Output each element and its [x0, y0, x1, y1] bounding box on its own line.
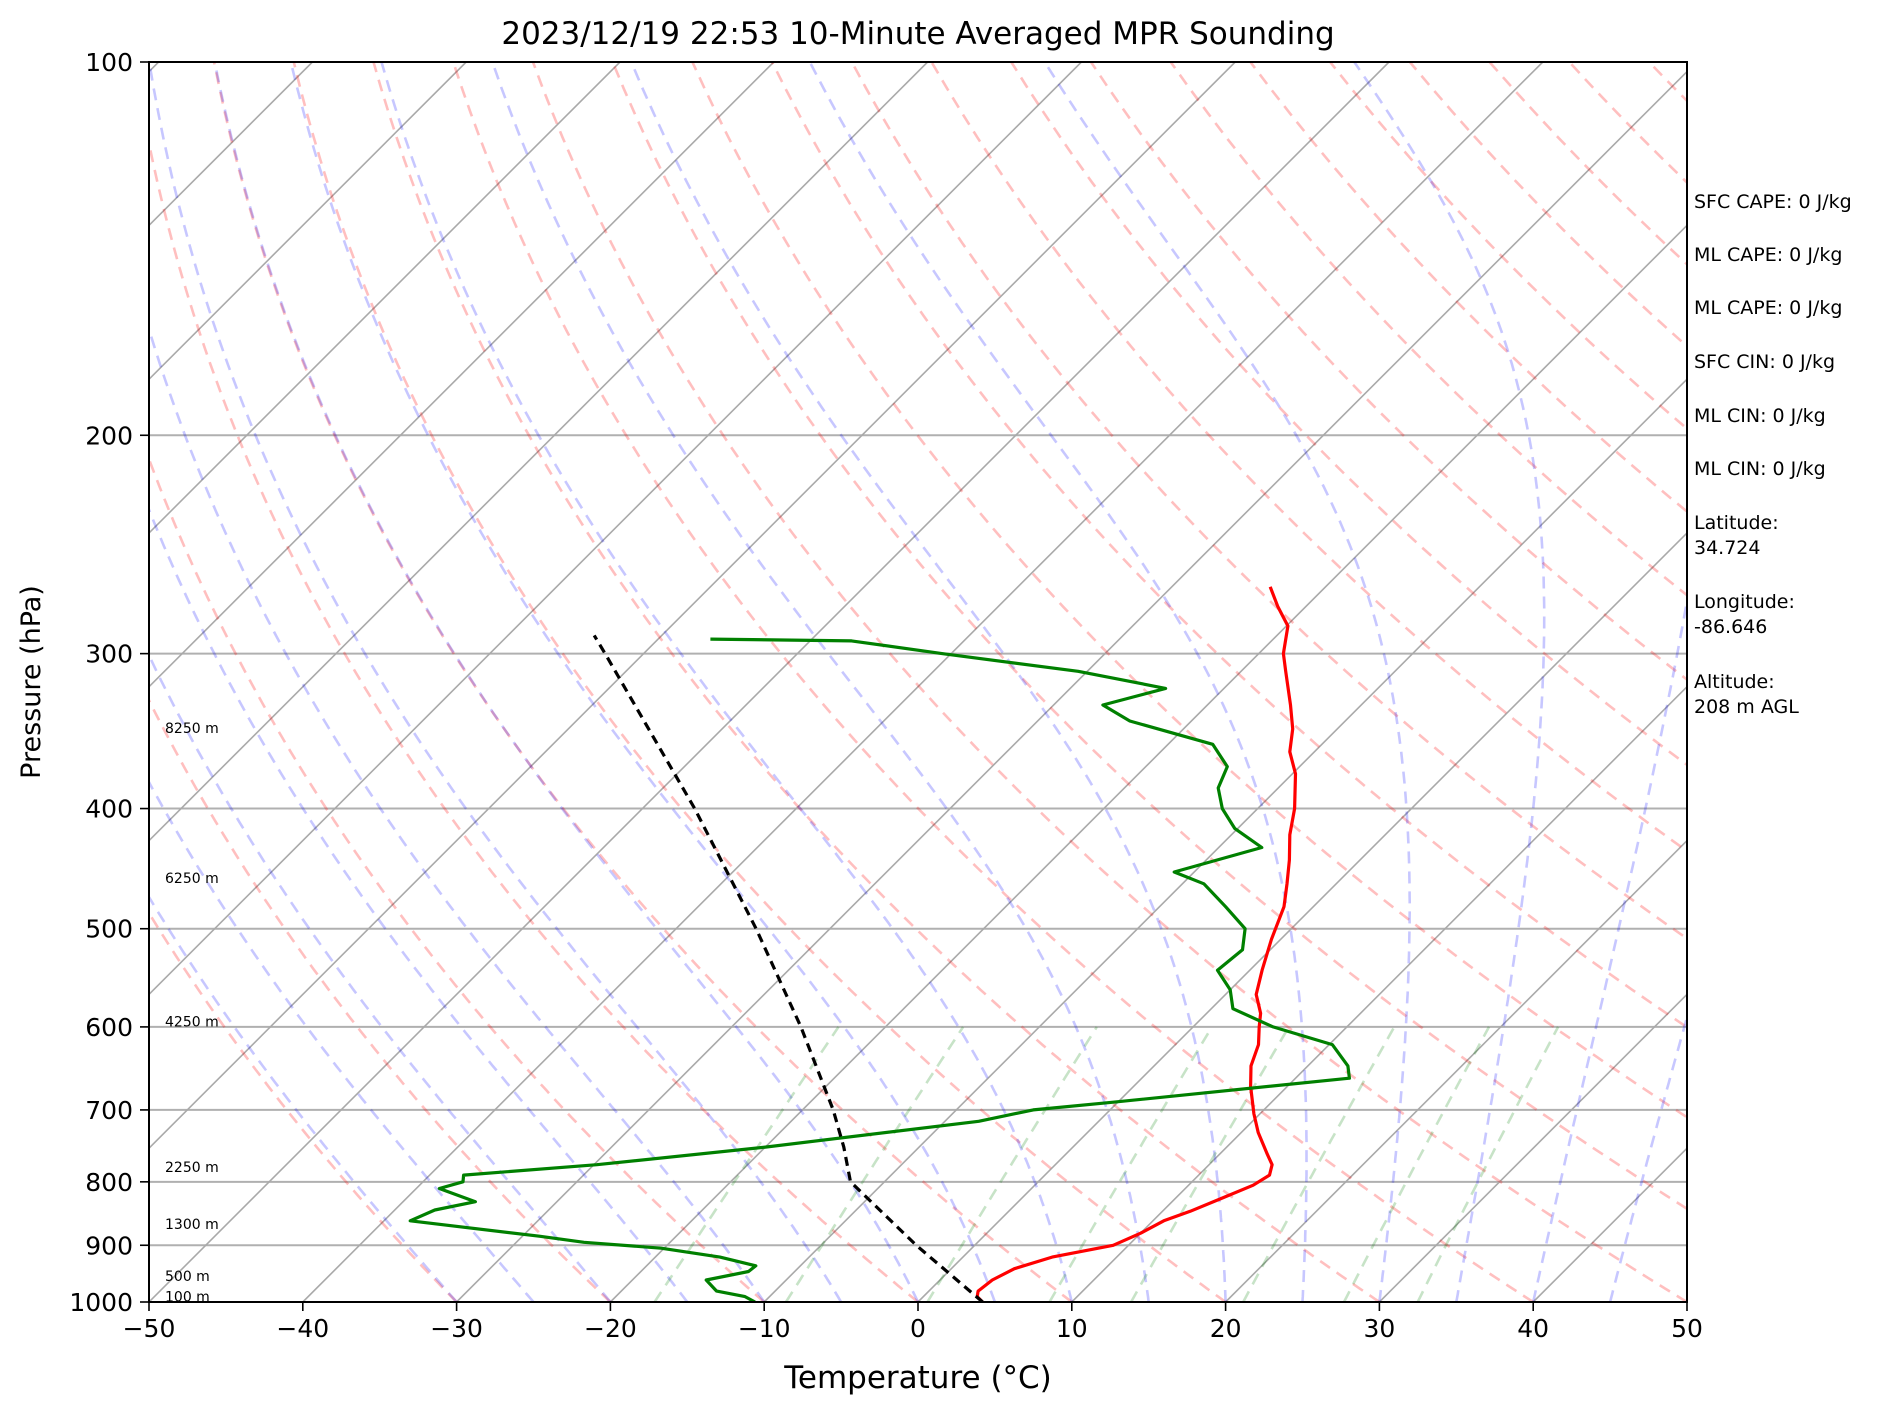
mixing-ratio-line	[784, 1026, 965, 1302]
mixing-ratio-line	[1129, 1026, 1290, 1302]
isotherm-line	[149, 62, 929, 842]
moist-adiabat-line	[149, 324, 766, 1302]
mixing-ratio-line	[1242, 1026, 1396, 1302]
height-label: 2250 m	[165, 1160, 219, 1176]
ml-cape-text: ML CAPE: 0 J/kg	[1694, 244, 1843, 266]
dry-adiabat-line	[1089, 62, 1687, 682]
mixing-ratio-line	[926, 1026, 1098, 1302]
dry-adiabat-line	[691, 62, 1687, 1119]
moist-adiabat-line	[149, 894, 458, 1302]
isotherm-line	[1225, 839, 1687, 1302]
isotherm-line	[1378, 993, 1687, 1302]
moist-adiabat-line	[491, 62, 1150, 1302]
moist-adiabat-line	[1043, 62, 1411, 1302]
isotherm-line	[149, 62, 775, 688]
moist-adiabat-line	[1353, 62, 1546, 1302]
x-axis-label: Temperature (°C)	[783, 1360, 1052, 1396]
mixing-ratio-line	[653, 1026, 840, 1302]
moist-adiabat-line	[1608, 1012, 1687, 1302]
altitude-text: Altitude: 208 m AGL	[1694, 671, 1799, 718]
isotherm-line	[149, 62, 467, 381]
ml-cin-text-2: ML CIN: 0 J/kg	[1694, 458, 1826, 480]
dry-adiabat-line	[451, 62, 1534, 1302]
latitude-text: Latitude: 34.724	[1694, 512, 1779, 559]
moist-adiabat-line	[149, 62, 843, 1302]
y-tick-label: 600	[85, 1013, 133, 1042]
moist-adiabat-line	[380, 62, 1074, 1302]
moist-adiabat-line	[1531, 593, 1687, 1302]
x-tick-label: 40	[1517, 1314, 1549, 1343]
temperature-profile-line	[975, 586, 1298, 1302]
isotherm-line	[302, 62, 1544, 1302]
y-tick-label: 500	[85, 915, 133, 944]
y-tick-label: 700	[85, 1096, 133, 1125]
height-label: 8250 m	[165, 721, 219, 737]
height-label: 4250 m	[165, 1014, 219, 1030]
chart-title: 2023/12/19 22:53 10-Minute Averaged MPR …	[501, 16, 1334, 52]
x-tick-label: −10	[738, 1314, 791, 1343]
y-tick-label: 300	[85, 640, 133, 669]
sfc-cape-text: SFC CAPE: 0 J/kg	[1694, 191, 1852, 213]
x-tick-label: 0	[910, 1314, 926, 1343]
mixing-ratio-line	[1342, 1026, 1491, 1302]
dry-adiabat-line	[149, 455, 766, 1302]
dry-adiabat-line	[292, 62, 1227, 1302]
moist-adiabat-line	[808, 62, 1308, 1302]
y-tick-label: 1000	[69, 1288, 133, 1317]
y-tick-label: 400	[85, 795, 133, 824]
dry-adiabat-line	[149, 137, 919, 1302]
dry-adiabat-line	[372, 62, 1381, 1302]
longitude-text: Longitude: -86.646	[1694, 591, 1795, 638]
ml-cape-text-2: ML CAPE: 0 J/kg	[1694, 297, 1843, 319]
moist-adiabat-line	[213, 62, 920, 1302]
x-tick-label: 20	[1210, 1314, 1242, 1343]
height-label: 100 m	[165, 1290, 210, 1306]
isotherm-line	[609, 224, 1687, 1302]
isotherm-line	[1071, 685, 1687, 1302]
isotherm-line	[917, 531, 1687, 1302]
y-axis-label: Pressure (hPa)	[16, 585, 47, 779]
x-tick-label: −30	[430, 1314, 483, 1343]
y-tick-label: 900	[85, 1231, 133, 1260]
dry-adiabat-line	[770, 62, 1687, 1029]
x-tick-label: −50	[123, 1314, 176, 1343]
ml-cin-text: ML CIN: 0 J/kg	[1694, 405, 1826, 427]
height-label: 1300 m	[165, 1217, 219, 1233]
y-tick-label: 100	[85, 48, 133, 77]
x-tick-label: 30	[1363, 1314, 1395, 1343]
sfc-cin-text: SFC CIN: 0 J/kg	[1694, 351, 1836, 373]
isotherm-line	[456, 70, 1687, 1302]
dry-adiabat-line	[212, 62, 1073, 1302]
moist-adiabat-line	[289, 62, 997, 1302]
isotherm-line	[149, 62, 1390, 1302]
height-label: 500 m	[165, 1269, 210, 1285]
isotherm-line	[149, 62, 621, 535]
x-tick-label: −40	[276, 1314, 329, 1343]
y-tick-label: 800	[85, 1168, 133, 1197]
isotherm-line	[763, 378, 1687, 1302]
mixing-ratio-line	[1416, 1026, 1560, 1302]
moist-adiabat-line	[630, 62, 1227, 1302]
x-tick-label: 50	[1671, 1314, 1703, 1343]
mixing-ratio-line	[1048, 1026, 1214, 1302]
dry-adiabat-line	[1169, 62, 1687, 597]
x-tick-label: −20	[584, 1314, 637, 1343]
x-tick-label: 10	[1056, 1314, 1088, 1343]
isotherm-line	[149, 62, 1082, 996]
height-label: 6250 m	[165, 871, 219, 887]
dewpoint-profile-line	[408, 637, 1351, 1302]
dry-adiabat-line	[149, 697, 612, 1302]
y-tick-label: 200	[85, 421, 133, 450]
dry-adiabat-line	[1010, 62, 1687, 767]
isotherm-line	[149, 62, 1236, 1150]
dry-adiabat-line	[531, 62, 1687, 1302]
